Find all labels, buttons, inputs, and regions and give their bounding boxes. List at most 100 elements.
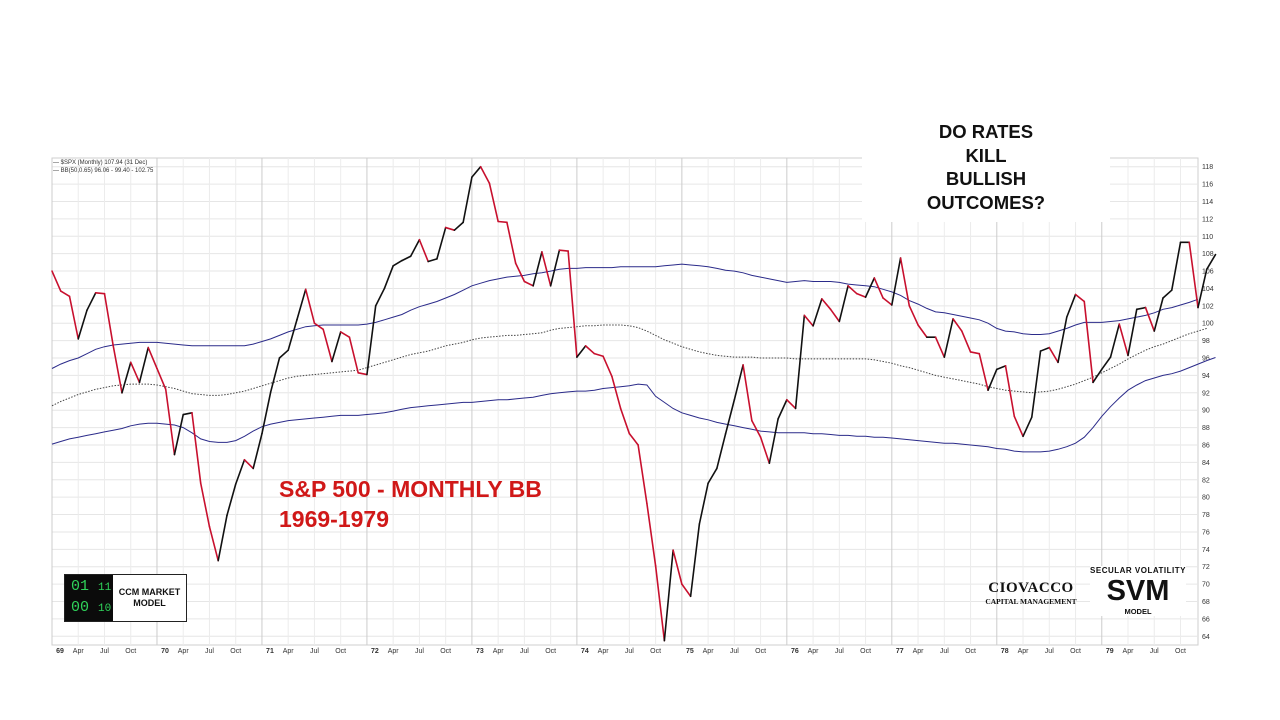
x-tick-label: Jul bbox=[520, 648, 529, 655]
price-segment-up bbox=[707, 467, 718, 485]
price-segment-down bbox=[514, 262, 526, 283]
price-segment-up bbox=[331, 331, 342, 363]
price-segment-up bbox=[138, 346, 150, 384]
price-segment-down bbox=[619, 407, 631, 435]
price-segment-up bbox=[1170, 241, 1182, 291]
price-segment-down bbox=[112, 345, 123, 394]
digits-row1: 01 bbox=[71, 578, 90, 595]
bb-upper-line bbox=[51, 263, 1199, 369]
price-segment-up bbox=[121, 361, 132, 394]
price-segment-up bbox=[392, 259, 403, 267]
price-segment-up bbox=[217, 514, 228, 562]
y-tick-label: 108 bbox=[1202, 251, 1214, 258]
x-tick-label: 77 bbox=[896, 648, 904, 655]
price-segment-down bbox=[751, 419, 762, 438]
price-segment-up bbox=[1153, 297, 1164, 332]
x-tick-label: Apr bbox=[73, 648, 85, 655]
svm-bottom: MODEL bbox=[1124, 607, 1152, 616]
ccm-text-line2: MODEL bbox=[133, 598, 166, 608]
x-tick-label: 73 bbox=[476, 648, 484, 655]
chart-legend: — $SPX (Monthly) 107.94 (31 Dec) — BB(50… bbox=[53, 159, 153, 175]
price-segment-down bbox=[304, 288, 316, 325]
y-tick-label: 66 bbox=[1202, 616, 1210, 623]
price-segment-down bbox=[1144, 306, 1156, 332]
ccm-logo-text: CCM MARKET MODEL bbox=[113, 575, 186, 621]
price-segment-down bbox=[934, 336, 946, 358]
price-segment-down bbox=[444, 226, 456, 231]
x-tick-label: Oct bbox=[125, 648, 136, 655]
price-segment-up bbox=[427, 258, 438, 263]
overlay-title-line1: S&P 500 - MONTHLY BB bbox=[279, 476, 542, 502]
price-segment-up bbox=[252, 432, 263, 470]
price-segment-up bbox=[864, 277, 876, 298]
price-segment-down bbox=[908, 305, 919, 326]
x-tick-label: Oct bbox=[1175, 648, 1186, 655]
price-segment-down bbox=[191, 412, 202, 485]
price-segment-up bbox=[1057, 316, 1068, 364]
price-segment-down bbox=[418, 238, 429, 263]
y-tick-label: 80 bbox=[1202, 495, 1210, 502]
price-segment-down bbox=[199, 482, 211, 528]
x-tick-label: 74 bbox=[581, 648, 589, 655]
y-tick-label: 114 bbox=[1202, 199, 1213, 206]
x-tick-label: Oct bbox=[1070, 648, 1081, 655]
price-segment-down bbox=[156, 367, 167, 391]
bollinger-bands bbox=[51, 263, 1216, 453]
price-segment-up bbox=[471, 165, 482, 178]
price-segment-down bbox=[558, 249, 569, 252]
chart-overlay-title: S&P 500 - MONTHLY BB 1969-1979 bbox=[279, 474, 542, 534]
overlay-title-line2: 1969-1979 bbox=[279, 506, 389, 532]
price-segment-up bbox=[77, 309, 88, 340]
price-segment-down bbox=[969, 351, 981, 355]
price-segment-up bbox=[287, 318, 298, 351]
y-tick-label: 92 bbox=[1202, 390, 1210, 397]
price-segment-down bbox=[357, 372, 368, 376]
price-segment-down bbox=[208, 525, 220, 562]
price-segment-up bbox=[1022, 416, 1033, 438]
y-tick-label: 110 bbox=[1202, 234, 1213, 241]
x-tick-label: Oct bbox=[650, 648, 661, 655]
price-segment-down bbox=[646, 502, 657, 567]
price-segment-down bbox=[506, 221, 517, 265]
y-tick-label: 72 bbox=[1202, 564, 1210, 571]
y-tick-label: 100 bbox=[1202, 321, 1214, 328]
price-segment-down bbox=[1013, 415, 1024, 438]
y-tick-label: 106 bbox=[1202, 269, 1214, 276]
headline-line: KILL bbox=[965, 144, 1007, 166]
price-segment-down bbox=[129, 361, 141, 384]
price-segment-down bbox=[584, 345, 596, 355]
x-tick-label: 72 bbox=[371, 648, 379, 655]
bb-middle-line bbox=[51, 324, 1207, 407]
price-segment-up bbox=[296, 288, 307, 321]
price-segment-up bbox=[366, 305, 377, 376]
price-segment-down bbox=[243, 458, 255, 470]
headline-question: DO RATES KILL BULLISH OUTCOMES? bbox=[862, 120, 1110, 222]
ciovacco-sub: CAPITAL MANAGEMENT bbox=[985, 597, 1077, 606]
x-tick-label: Jul bbox=[625, 648, 634, 655]
chart-grid bbox=[51, 157, 1199, 646]
ciovacco-name: CIOVACCO bbox=[988, 580, 1074, 596]
price-segment-down bbox=[313, 322, 324, 331]
price-segment-up bbox=[261, 391, 272, 435]
price-segment-up bbox=[278, 349, 289, 359]
price-segment-up bbox=[549, 249, 561, 287]
price-segment-up bbox=[173, 413, 185, 456]
price-segment-down bbox=[829, 308, 841, 323]
x-tick-label: 78 bbox=[1001, 648, 1009, 655]
x-tick-label: Apr bbox=[598, 648, 610, 655]
price-segment-up bbox=[1039, 346, 1051, 352]
y-tick-label: 90 bbox=[1202, 408, 1210, 415]
price-segment-down bbox=[759, 436, 771, 465]
price-segment-down bbox=[882, 297, 893, 306]
price-segment-down bbox=[961, 330, 972, 353]
price-segment-down bbox=[847, 285, 858, 295]
price-segment-up bbox=[943, 318, 954, 358]
ccm-text-line1: CCM MARKET bbox=[118, 587, 181, 597]
y-tick-label: 86 bbox=[1202, 442, 1210, 449]
y-tick-label: 112 bbox=[1202, 216, 1213, 223]
legend-bb: — BB(50,0.65) 96.06 - 99.40 - 102.75 bbox=[53, 168, 154, 174]
x-tick-label: Jul bbox=[415, 648, 424, 655]
x-tick-label: Apr bbox=[808, 648, 820, 655]
x-tick-label: 70 bbox=[161, 648, 169, 655]
plot-frame bbox=[51, 157, 1199, 646]
